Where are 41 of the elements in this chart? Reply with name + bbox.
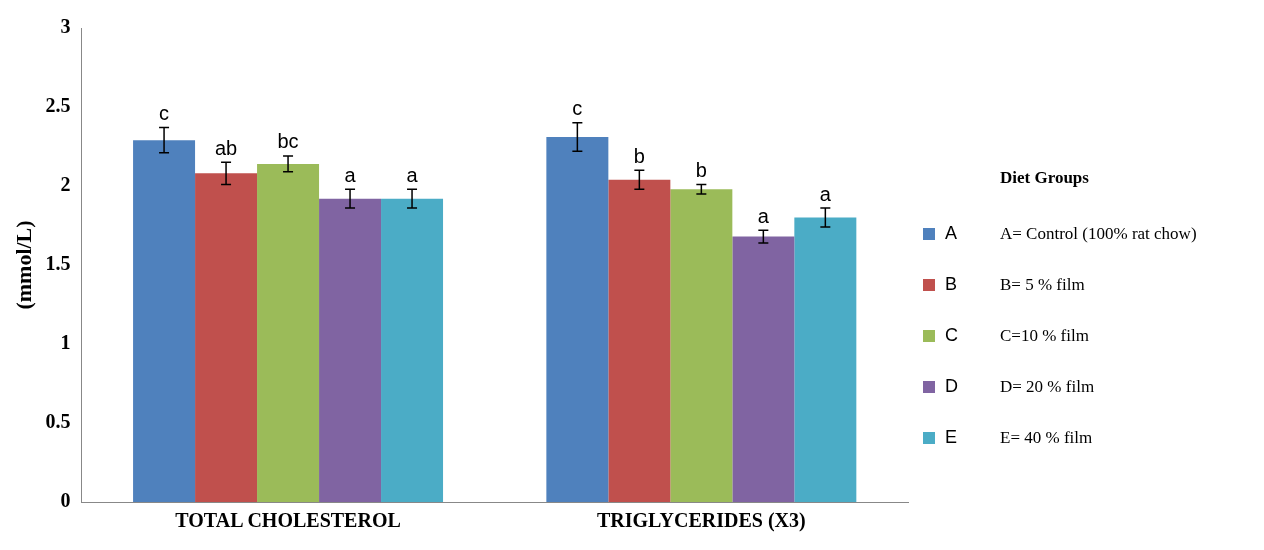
bar bbox=[670, 189, 733, 502]
y-tick-label: 2 bbox=[60, 173, 71, 196]
bar bbox=[319, 198, 382, 502]
bar bbox=[546, 137, 609, 502]
data-label: a bbox=[757, 204, 770, 227]
y-axis-title: (mmol/L) bbox=[10, 220, 36, 310]
y-tick-label: 2.5 bbox=[45, 94, 71, 117]
data-label: c bbox=[159, 102, 170, 125]
legend-title: Diet Groups bbox=[1000, 168, 1090, 189]
data-label: b bbox=[633, 144, 645, 167]
x-tick-label: TRIGLYCERIDES (X3) bbox=[596, 509, 806, 533]
y-tick-label: 1 bbox=[60, 331, 71, 354]
bar bbox=[257, 163, 320, 502]
text: A= Control (100% rat chow) bbox=[1000, 223, 1197, 244]
bar bbox=[195, 173, 258, 502]
y-tick-label: 1.5 bbox=[45, 252, 71, 275]
text: D= 20 % film bbox=[1000, 376, 1095, 397]
bar bbox=[608, 179, 671, 502]
text: C=10 % film bbox=[1000, 325, 1089, 346]
data-label: a bbox=[344, 163, 357, 186]
legend-label: A bbox=[945, 223, 958, 244]
bar bbox=[133, 140, 196, 502]
data-label: bc bbox=[277, 130, 299, 153]
legend-label: B bbox=[945, 274, 958, 295]
bar bbox=[732, 236, 795, 502]
bar bbox=[381, 198, 444, 502]
text: E= 40 % film bbox=[1000, 427, 1093, 448]
y-tick-label: 0.5 bbox=[45, 410, 71, 433]
bar bbox=[794, 217, 857, 502]
x-tick-label: TOTAL CHOLESTEROL bbox=[175, 509, 401, 532]
data-label: ab bbox=[214, 136, 238, 159]
y-tick-label: 0 bbox=[60, 489, 71, 512]
legend-label: E bbox=[945, 427, 958, 448]
data-label: c bbox=[572, 97, 583, 120]
legend-label: D bbox=[945, 376, 959, 397]
y-tick-label: 3 bbox=[60, 15, 71, 38]
legend-label: C bbox=[945, 325, 959, 346]
text: B= 5 % film bbox=[1000, 274, 1085, 295]
data-label: a bbox=[406, 163, 419, 186]
data-label: b bbox=[695, 158, 707, 181]
data-label: a bbox=[819, 182, 832, 205]
